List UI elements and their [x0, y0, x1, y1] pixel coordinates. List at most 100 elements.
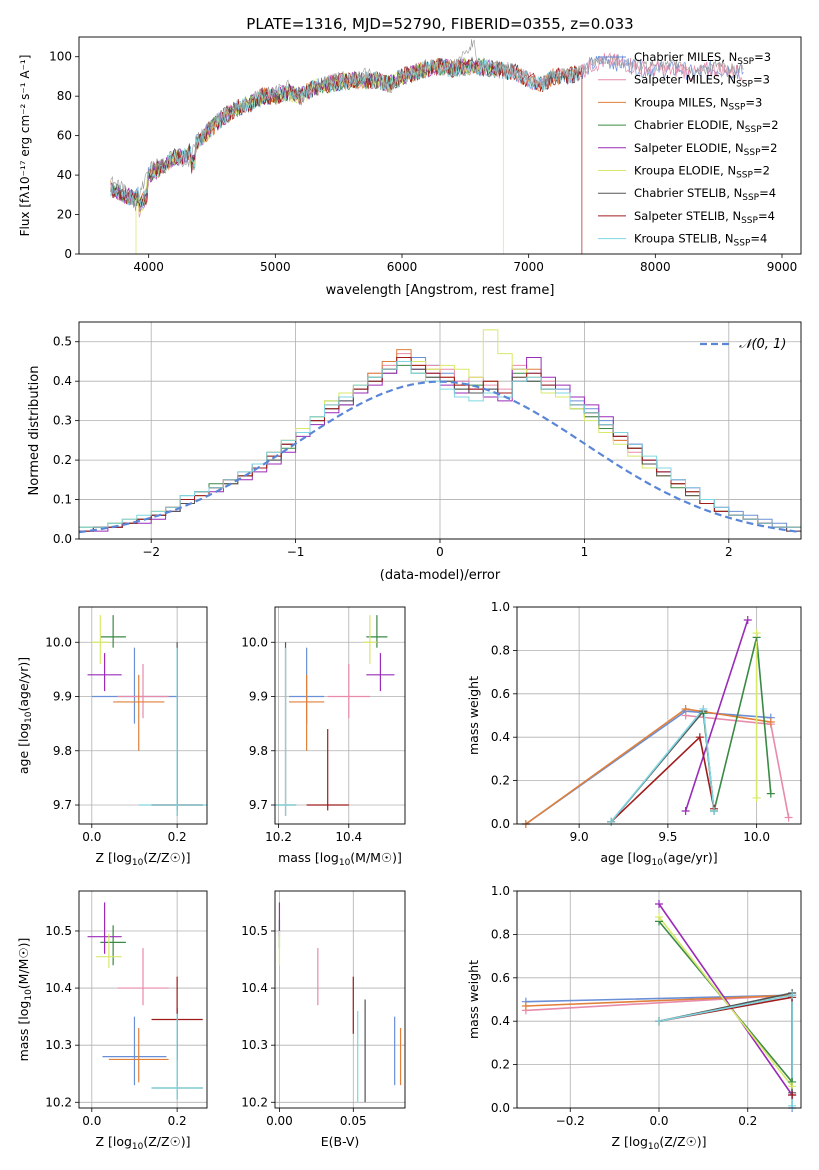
y-tick-label: 0.3	[53, 414, 72, 428]
x-axis-label: (data-model)/error	[380, 568, 501, 583]
y-tick-label: 10.2	[45, 1095, 72, 1109]
mass-vs-metallicity-plot: 0.0 0.2 10.2 10.3 10.4 10.5 Z [log10(Z/Z☉)] mas…	[16, 890, 208, 1152]
axes-frame	[78, 890, 208, 1109]
weight-marker	[521, 1002, 530, 1011]
legend-label: Chabrier STELIB, NSSP=4	[634, 186, 776, 203]
y-tick-label: 0.0	[53, 532, 72, 546]
weight-marker	[655, 900, 663, 909]
x-tick-label: 9.0	[570, 830, 589, 844]
x-tick-label: 0.0	[82, 830, 101, 844]
legend-label: Chabrier ELODIE, NSSP=2	[634, 118, 779, 135]
x-axis-label: Z [log10(Z/Z☉)]	[95, 1134, 190, 1152]
spectrum-plot: 4000 5000 6000 7000 8000 9000 0 20 40 60 80 100 wave…	[18, 36, 802, 298]
x-tick-label: 10.0	[743, 830, 770, 844]
weight-marker	[752, 629, 761, 638]
x-tick-label: 10.4	[335, 830, 362, 844]
x-tick-label: 6000	[387, 260, 418, 274]
y-tick-label: 0.8	[491, 643, 510, 657]
y-tick-label: 0.2	[53, 453, 72, 467]
y-tick-label: 1.0	[491, 600, 510, 614]
y-tick-label: 0.5	[53, 335, 72, 349]
y-axis-label: Flux [fλ10⁻¹⁷ erg cm⁻² s⁻¹ A⁻¹]	[18, 55, 32, 237]
x-tick-label: −0.2	[556, 1114, 585, 1128]
y-tick-label: 10.4	[45, 981, 72, 995]
spectrum-model-line	[110, 57, 504, 207]
x-tick-label: −2	[142, 545, 160, 559]
legend-label: Chabrier MILES, NSSP=3	[634, 50, 771, 67]
x-axis-label: wavelength [Angstrom, rest frame]	[326, 283, 555, 298]
spectrum-observed-line	[110, 39, 744, 212]
plot-area	[275, 615, 395, 816]
legend-label: Kroupa ELODIE, NSSP=2	[634, 164, 770, 181]
x-tick-label: 9000	[767, 260, 798, 274]
axes-frame	[516, 890, 802, 1109]
residual-histogram-plot: −2 −1 0 1 2 0.0 0.1 0.2 0.3 0.4 0.5 (data-model)/er…	[27, 321, 802, 583]
normal-curve-line	[79, 380, 801, 534]
weight-marker	[788, 1101, 797, 1110]
axes-frame	[274, 890, 406, 1109]
y-tick-label: 0.0	[491, 1101, 510, 1115]
y-tick-label: 10.3	[45, 1038, 72, 1052]
age-vs-mass-plot: 10.2 10.4 9.7 9.8 9.9 10.0 mass [log10(M/M☉)]	[241, 606, 406, 868]
weight-marker	[752, 793, 761, 802]
weight-line	[658, 903, 793, 1096]
y-tick-label: 0.1	[53, 493, 72, 507]
legend-label: Salpeter STELIB, NSSP=4	[634, 209, 775, 226]
y-tick-label: 20	[57, 208, 72, 222]
weight-line	[610, 735, 715, 823]
x-tick-label: 0.0	[82, 1114, 101, 1128]
axes-frame	[78, 36, 802, 255]
y-tick-label: 9.7	[53, 798, 72, 812]
y-tick-label: 60	[57, 129, 72, 143]
legend-label: Salpeter ELODIE, NSSP=2	[634, 141, 777, 158]
x-tick-label: 2	[725, 545, 733, 559]
y-tick-label: 40	[57, 168, 72, 182]
y-tick-label: 0.2	[491, 1058, 510, 1072]
weight-marker	[766, 789, 775, 798]
y-tick-label: 0.4	[491, 1014, 510, 1028]
x-tick-label: 0.05	[340, 1114, 367, 1128]
y-tick-label: 0.4	[53, 374, 72, 388]
x-tick-label: 7000	[513, 260, 544, 274]
weight-marker	[655, 1017, 663, 1026]
y-axis-label: age [log10(age/yr)]	[16, 657, 34, 774]
weight-marker	[681, 806, 690, 815]
weight-marker	[788, 1090, 797, 1099]
axes-frame	[78, 606, 208, 825]
weight-line	[658, 994, 793, 1106]
y-axis-label: Normed distribution	[27, 366, 42, 496]
plot-area	[278, 902, 402, 1103]
weight-marker	[743, 616, 752, 625]
x-tick-label: 1	[581, 545, 589, 559]
y-axis-label: mass weight	[466, 960, 481, 1039]
plot-area	[87, 902, 203, 1100]
x-tick-label: 10.2	[265, 830, 292, 844]
y-tick-label: 9.7	[249, 798, 268, 812]
y-tick-label: 9.9	[53, 690, 72, 704]
weight-line	[684, 619, 749, 812]
x-axis-label: Z [log10(Z/Z☉)]	[611, 1134, 706, 1152]
legend-label: Salpeter MILES, NSSP=3	[634, 73, 770, 90]
axes-frame	[78, 321, 802, 540]
age-vs-metallicity-plot: 0.0 0.2 9.7 9.8 9.9 10.0 Z [log10(Z/Z☉)] age [l…	[16, 606, 208, 868]
y-tick-label: 10.5	[241, 924, 268, 938]
y-tick-label: 0.8	[491, 927, 510, 941]
y-tick-label: 10.5	[45, 924, 72, 938]
weight-marker	[788, 991, 797, 1000]
x-tick-label: 5000	[260, 260, 291, 274]
y-tick-label: 1.0	[491, 884, 510, 898]
x-tick-label: 0.2	[168, 1114, 187, 1128]
x-tick-label: 0.2	[738, 1114, 757, 1128]
x-axis-label: E(B-V)	[321, 1134, 360, 1149]
x-tick-label: 9.5	[658, 830, 677, 844]
x-axis-label: mass [log10(M/M☉)]	[278, 850, 402, 868]
x-tick-label: 0.2	[168, 830, 187, 844]
weight-line	[658, 996, 793, 1095]
y-tick-label: 0.4	[491, 730, 510, 744]
y-tick-label: 80	[57, 89, 72, 103]
y-tick-label: 0.2	[491, 774, 510, 788]
x-axis-label: Z [log10(Z/Z☉)]	[95, 850, 190, 868]
x-axis-label: age [log10(age/yr)]	[600, 850, 717, 868]
figure-title: PLATE=1316, MJD=52790, FIBERID=0355, z=0…	[246, 15, 633, 33]
axes-frame	[516, 606, 802, 825]
